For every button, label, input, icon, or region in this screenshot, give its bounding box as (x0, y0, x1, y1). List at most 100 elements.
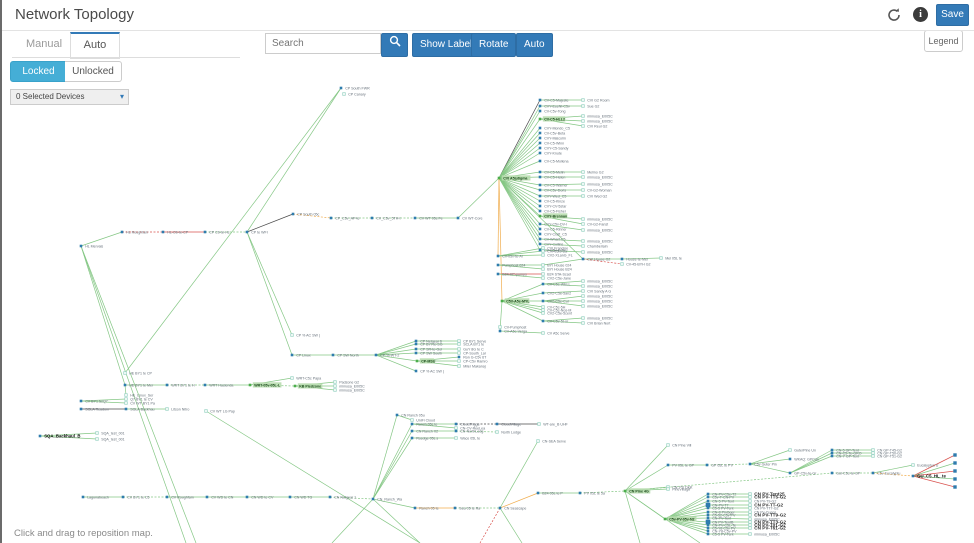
device-node[interactable] (496, 272, 500, 276)
device-node[interactable] (165, 495, 169, 499)
leaf-node[interactable] (871, 451, 875, 455)
device-node[interactable] (538, 151, 542, 155)
leaf-node[interactable] (333, 380, 337, 384)
device-node[interactable] (371, 497, 375, 501)
leaf-node[interactable] (541, 267, 545, 271)
leaf-node[interactable] (333, 384, 337, 388)
leaf-node[interactable] (581, 304, 585, 308)
leaf-node[interactable] (748, 506, 752, 510)
device-node[interactable] (123, 383, 127, 387)
device-node[interactable] (830, 454, 834, 458)
device-node[interactable] (788, 457, 792, 461)
leaf-node[interactable] (581, 289, 585, 293)
device-node[interactable] (120, 230, 124, 234)
device-node[interactable] (498, 506, 502, 510)
leaf-node[interactable] (871, 448, 875, 452)
leaf-node[interactable] (581, 217, 585, 221)
device-node[interactable] (953, 469, 957, 473)
leaf-node[interactable] (581, 182, 585, 186)
device-node[interactable] (538, 209, 542, 213)
device-node[interactable] (871, 471, 875, 475)
leaf-node[interactable] (581, 114, 585, 118)
device-node[interactable] (496, 254, 500, 258)
device-node[interactable] (454, 422, 458, 426)
device-node[interactable] (581, 257, 585, 261)
device-node[interactable] (203, 230, 207, 234)
leaf-node[interactable] (457, 351, 461, 355)
rotate-button[interactable]: Rotate (471, 33, 517, 57)
leaf-node[interactable] (581, 279, 585, 283)
leaf-node[interactable] (95, 431, 99, 435)
device-node[interactable] (538, 242, 542, 246)
leaf-node[interactable] (581, 321, 585, 325)
device-node[interactable] (830, 471, 834, 475)
leaf-node[interactable] (911, 463, 915, 467)
leaf-node[interactable] (748, 517, 752, 521)
leaf-node[interactable] (290, 376, 294, 380)
device-node[interactable] (953, 461, 957, 465)
device-node[interactable] (538, 109, 542, 113)
leaf-node[interactable] (541, 272, 545, 276)
device-node[interactable] (538, 131, 542, 135)
hub-node[interactable] (248, 383, 252, 387)
leaf-node[interactable] (659, 256, 663, 260)
search-input[interactable] (265, 33, 381, 54)
device-node[interactable] (328, 495, 332, 499)
device-node[interactable] (538, 204, 542, 208)
device-node[interactable] (121, 495, 125, 499)
show-label-button[interactable]: Show Label (412, 33, 481, 57)
device-node[interactable] (410, 429, 414, 433)
hub-node[interactable] (415, 359, 419, 363)
device-node[interactable] (245, 230, 249, 234)
device-node[interactable] (291, 212, 295, 216)
device-node[interactable] (538, 232, 542, 236)
leaf-node[interactable] (581, 316, 585, 320)
search-button[interactable] (381, 33, 408, 57)
leaf-node[interactable] (454, 436, 458, 440)
leaf-node[interactable] (581, 250, 585, 254)
leaf-node[interactable] (581, 244, 585, 248)
device-node[interactable] (538, 227, 542, 231)
leaf-node[interactable] (457, 347, 461, 351)
leaf-node[interactable] (333, 388, 337, 392)
leaf-node[interactable] (748, 513, 752, 517)
device-node[interactable] (706, 516, 710, 520)
leaf-node[interactable] (124, 393, 128, 397)
device-node[interactable] (706, 526, 710, 530)
auto-button[interactable]: Auto (516, 33, 553, 57)
device-node[interactable] (414, 339, 418, 343)
leaf-node[interactable] (581, 284, 585, 288)
device-node[interactable] (414, 351, 418, 355)
device-node[interactable] (538, 183, 542, 187)
device-node[interactable] (496, 263, 500, 267)
tab-auto[interactable]: Auto (70, 32, 120, 59)
device-node[interactable] (413, 216, 417, 220)
device-node[interactable] (81, 495, 85, 499)
device-node[interactable] (538, 146, 542, 150)
leaf-node[interactable] (748, 532, 752, 536)
leaf-node[interactable] (620, 262, 624, 266)
hub-node[interactable] (293, 384, 297, 388)
leaf-node[interactable] (666, 487, 670, 491)
device-node[interactable] (538, 141, 542, 145)
leaf-node[interactable] (666, 443, 670, 447)
leaf-node[interactable] (748, 523, 752, 527)
leaf-node[interactable] (541, 253, 545, 257)
device-node[interactable] (453, 506, 457, 510)
leaf-node[interactable] (581, 222, 585, 226)
hub-node[interactable] (663, 517, 667, 521)
leaf-node[interactable] (748, 520, 752, 524)
device-node[interactable] (161, 230, 165, 234)
leaf-node[interactable] (541, 246, 545, 250)
leaf-node[interactable] (457, 359, 461, 363)
device-node[interactable] (705, 463, 709, 467)
device-node[interactable] (290, 353, 294, 357)
leaf-node[interactable] (541, 311, 545, 315)
leaf-node[interactable] (495, 430, 499, 434)
leaf-node[interactable] (541, 305, 545, 309)
leaf-node[interactable] (581, 228, 585, 232)
device-node[interactable] (706, 506, 710, 510)
tab-manual[interactable]: Manual (26, 38, 63, 50)
hub-node[interactable] (497, 176, 501, 180)
leaf-node[interactable] (457, 342, 461, 346)
